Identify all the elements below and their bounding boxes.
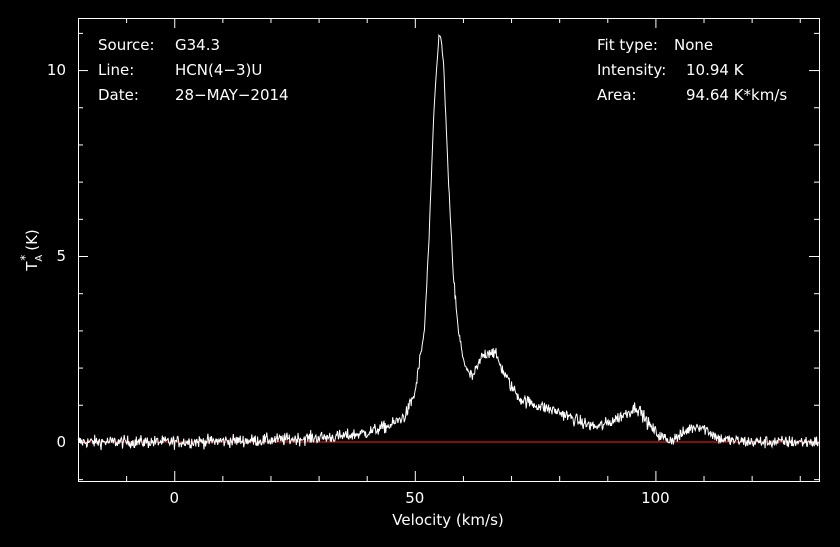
tick-labels: 0 50 100 0 5 10 — [47, 61, 670, 507]
info-right-block: Fit type: None Intensity: 10.94 K Area: … — [597, 36, 817, 106]
y-axis-label-sup: * — [18, 255, 32, 261]
plot-frame — [78, 18, 820, 482]
y-axis-label-sub: A — [34, 255, 45, 262]
axis-ticks — [78, 18, 819, 481]
fit-type-value: None — [674, 36, 714, 54]
y-axis-label-unit: (K) — [23, 229, 41, 251]
line-label: Line: — [98, 61, 135, 79]
intensity-value: 10.94 K — [686, 61, 744, 79]
x-tick-label: 100 — [641, 489, 670, 507]
y-axis-label-main: T — [23, 261, 41, 272]
area-value: 94.64 K*km/s — [686, 86, 788, 104]
fit-type-label: Fit type: — [597, 36, 658, 54]
y-tick-label: 0 — [56, 433, 66, 451]
source-label: Source: — [98, 36, 155, 54]
spectrum-line — [77, 33, 820, 451]
area-label: Area: — [597, 86, 637, 104]
date-label: Date: — [98, 86, 139, 104]
y-axis-label: TA* (K) — [18, 229, 45, 272]
y-tick-label: 5 — [56, 247, 66, 265]
intensity-label: Intensity: — [597, 61, 667, 79]
info-left-block: Source: G34.3 Line: HCN(4−3)U Date: 28−M… — [98, 36, 318, 106]
source-value: G34.3 — [175, 36, 221, 54]
line-value: HCN(4−3)U — [175, 61, 263, 79]
x-axis-label: Velocity (km/s) — [392, 511, 503, 529]
x-tick-label: 50 — [405, 489, 424, 507]
x-tick-label: 0 — [169, 489, 179, 507]
y-tick-label: 10 — [47, 61, 66, 79]
date-value: 28−MAY−2014 — [175, 86, 289, 104]
